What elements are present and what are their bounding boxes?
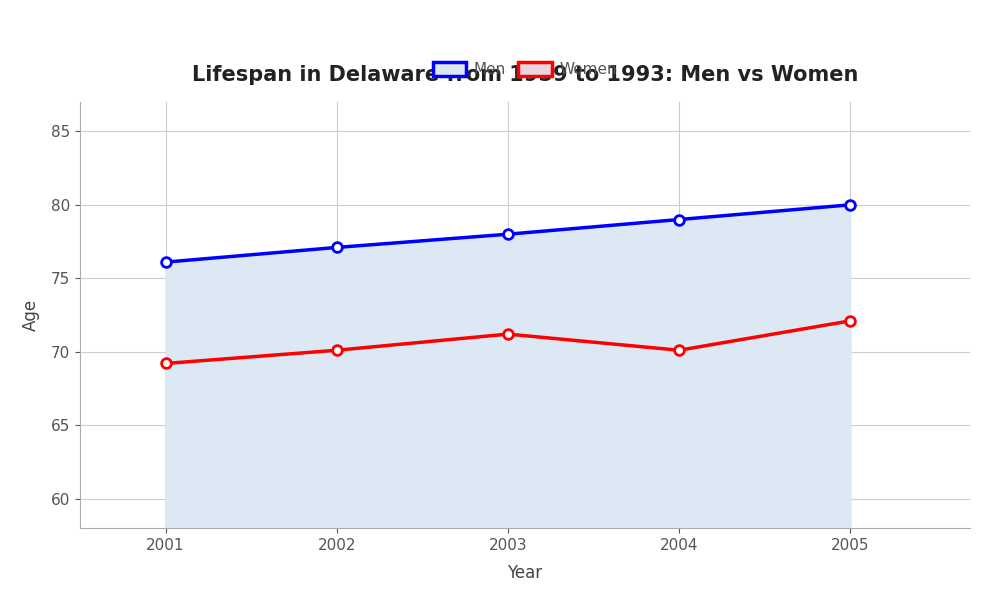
Title: Lifespan in Delaware from 1959 to 1993: Men vs Women: Lifespan in Delaware from 1959 to 1993: … — [192, 65, 858, 85]
X-axis label: Year: Year — [507, 564, 543, 582]
Y-axis label: Age: Age — [22, 299, 40, 331]
Legend: Men, Women: Men, Women — [425, 54, 625, 85]
